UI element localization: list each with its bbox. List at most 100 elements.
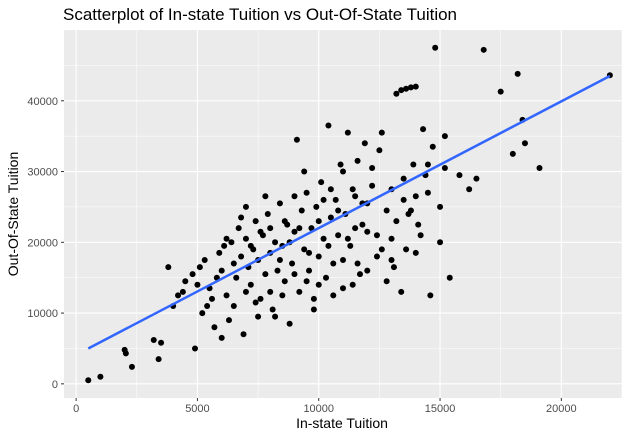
data-point [189, 271, 196, 278]
data-point [269, 306, 276, 313]
data-point [480, 46, 487, 53]
y-tick-label: 0 [52, 379, 58, 391]
data-point [201, 257, 208, 263]
data-point [199, 310, 206, 317]
data-point [310, 306, 317, 313]
data-point [252, 299, 259, 306]
data-point [383, 278, 390, 285]
data-point [320, 196, 327, 203]
data-point [509, 150, 516, 157]
data-point [315, 218, 322, 225]
data-point [398, 87, 405, 94]
data-point [383, 207, 390, 214]
x-tick-label: 10000 [303, 403, 334, 415]
data-point [301, 246, 308, 253]
x-tick-label: 0 [73, 403, 79, 415]
data-point [262, 271, 269, 278]
x-axis-ticks: 0 5000 10000 15000 20000 [73, 398, 577, 415]
data-point [313, 203, 320, 210]
data-point [323, 274, 330, 281]
data-point [230, 260, 237, 267]
data-point [242, 235, 249, 242]
data-point [155, 356, 162, 363]
data-point [242, 288, 249, 295]
data-point [272, 239, 279, 246]
data-point [128, 363, 135, 370]
data-point [327, 214, 334, 221]
data-point [441, 165, 448, 171]
data-point [291, 193, 298, 200]
data-point [257, 228, 264, 235]
data-point [330, 260, 337, 267]
data-point [255, 313, 262, 320]
data-point [369, 182, 376, 189]
data-point [521, 140, 528, 147]
data-point [441, 133, 448, 140]
data-point [369, 165, 376, 171]
data-point [352, 225, 359, 232]
data-point [204, 303, 211, 309]
y-tick-label: 20000 [27, 237, 58, 249]
y-tick-label: 30000 [27, 167, 58, 179]
data-point [225, 317, 232, 324]
data-point [296, 288, 303, 295]
data-point [223, 235, 230, 242]
data-point [415, 221, 422, 228]
data-point [289, 260, 296, 267]
data-point [306, 267, 313, 274]
data-point [308, 225, 315, 232]
data-point [85, 377, 92, 384]
data-point [412, 83, 419, 90]
data-point [400, 175, 407, 182]
data-point [303, 278, 310, 285]
data-point [403, 85, 410, 92]
data-point [344, 129, 351, 136]
data-point [393, 218, 400, 225]
data-point [272, 313, 279, 320]
data-point [429, 143, 436, 150]
x-tick-label: 20000 [546, 403, 577, 415]
data-point [274, 267, 281, 274]
data-point [340, 285, 346, 292]
data-point [354, 157, 361, 164]
data-point [390, 264, 397, 271]
data-point [240, 331, 247, 338]
data-point [230, 303, 237, 309]
data-point [473, 175, 480, 182]
data-point [257, 295, 264, 302]
data-point [407, 207, 414, 214]
data-point [262, 193, 269, 200]
data-point [216, 249, 223, 256]
data-point [373, 232, 380, 239]
data-point [340, 168, 346, 175]
data-point [279, 292, 286, 299]
data-point [349, 186, 356, 193]
data-point [330, 292, 337, 299]
data-point [196, 264, 203, 271]
data-point [497, 88, 504, 95]
data-point [192, 345, 199, 352]
data-point [373, 253, 380, 260]
data-point [182, 278, 189, 285]
data-point [165, 264, 172, 271]
data-point [320, 235, 327, 242]
data-point [332, 196, 339, 203]
data-point [301, 168, 308, 175]
data-point [298, 207, 305, 214]
data-point [466, 186, 473, 193]
data-point [349, 281, 356, 288]
y-tick-label: 40000 [27, 96, 58, 108]
data-point [424, 189, 431, 196]
data-point [398, 288, 405, 295]
data-point [318, 179, 325, 186]
data-point [359, 221, 366, 228]
data-point [403, 246, 410, 253]
data-point [310, 295, 317, 302]
data-point [378, 246, 385, 253]
data-point [267, 225, 274, 232]
data-point [247, 242, 254, 249]
data-point [306, 249, 313, 256]
data-point [281, 218, 288, 225]
data-point [303, 189, 310, 196]
data-point [252, 218, 259, 225]
